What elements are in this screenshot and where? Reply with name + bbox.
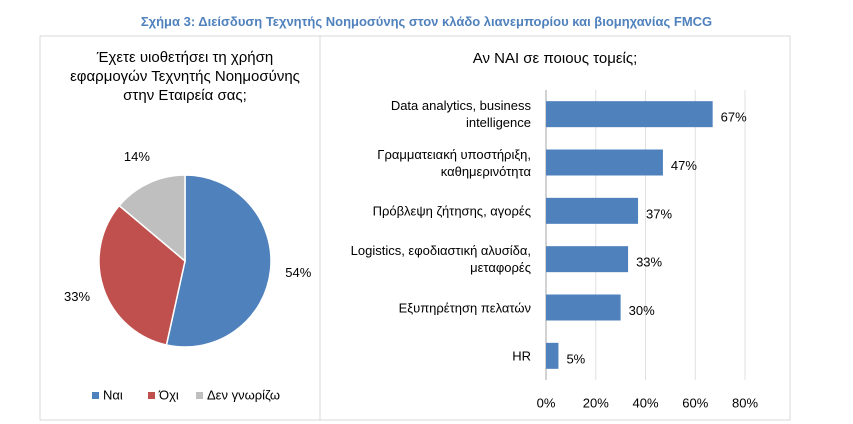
chart-title: Έχετε υιοθετήσει τη χρήση εφαρμογών Τεχν…	[70, 49, 300, 104]
caption: Σχήμα 3: Διείσδυση Τεχνητής Νοημοσύνης σ…	[140, 14, 713, 29]
data-label: 67%	[721, 110, 747, 125]
legend-label: Ναι	[103, 387, 123, 402]
x-tick-label: 0%	[537, 395, 556, 410]
x-tick-label: 80%	[732, 395, 758, 410]
bar	[546, 342, 559, 369]
data-label: 5%	[566, 351, 585, 366]
bar	[546, 101, 713, 128]
data-label: 14%	[124, 149, 150, 164]
pie-slice	[98, 204, 186, 346]
y-tick-label: Data analytics, business intelligence	[390, 98, 531, 131]
x-tick-label: 20%	[583, 395, 609, 410]
legend-swatch	[92, 392, 99, 399]
bar	[546, 149, 663, 176]
y-tick-label: Εξυπηρέτηση πελατών	[398, 300, 531, 315]
panel	[319, 35, 791, 421]
legend-label: Δεν γνωρίζω	[207, 387, 280, 402]
bar	[546, 294, 621, 321]
x-tick-label: 40%	[632, 395, 658, 410]
x-tick-label: 60%	[682, 395, 708, 410]
bar	[546, 246, 629, 273]
y-tick-label: Γραμματειακή υποστήριξη, καθημερινότητα	[377, 146, 531, 179]
legend-swatch	[196, 392, 203, 399]
y-tick-label: Πρόβλεψη ζήτησης, αγορές	[372, 203, 531, 219]
y-tick-label: HR	[512, 348, 531, 364]
data-label: 47%	[671, 158, 697, 173]
y-tick-label: Logistics, εφοδιαστική αλυσίδα, μεταφορέ…	[350, 243, 531, 276]
data-label: 33%	[64, 289, 90, 304]
data-label: 37%	[646, 206, 672, 221]
data-label: 54%	[285, 265, 311, 280]
chart-title: Αν ΝΑΙ σε ποιους τομείς;	[472, 50, 638, 67]
pie-slice	[118, 174, 186, 263]
legend-label: Όχι	[158, 387, 179, 402]
pie-slice	[165, 174, 272, 348]
data-label: 30%	[629, 303, 655, 318]
data-label: 33%	[636, 255, 662, 270]
legend-swatch	[148, 392, 155, 399]
bar	[546, 197, 639, 224]
